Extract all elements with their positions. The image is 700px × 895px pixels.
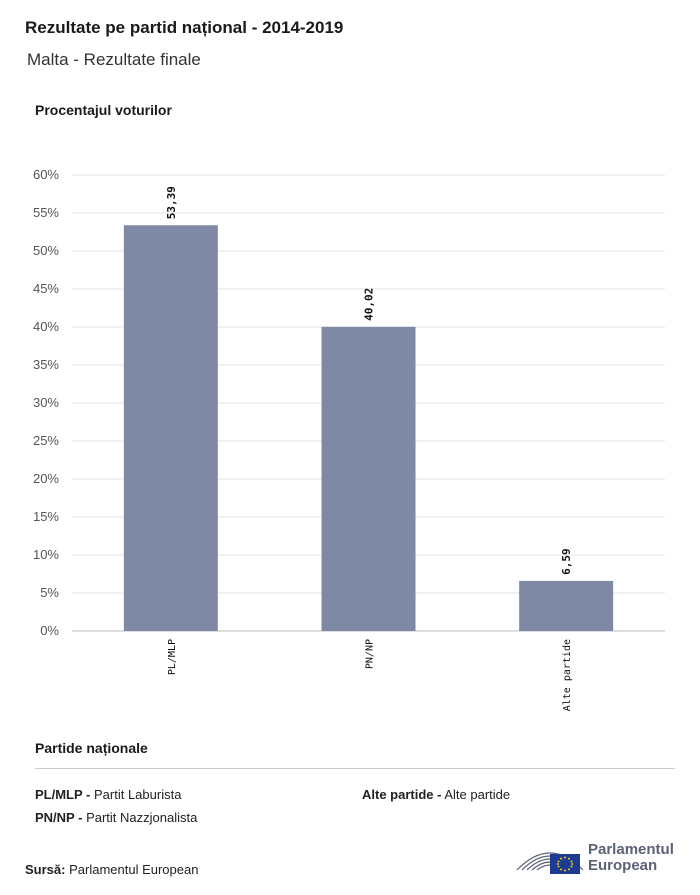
y-axis-label: Procentajul voturilor [35, 102, 172, 118]
page-title: Rezultate pe partid național - 2014-2019 [25, 18, 344, 37]
bar [321, 326, 416, 631]
legend-name: Partit Nazzjonalista [86, 810, 198, 825]
source-value: Parlamentul European [69, 862, 199, 877]
legend-divider [35, 768, 675, 769]
legend-title: Partide naționale [35, 740, 148, 756]
bar-chart: 0% 5% 10% 15% 20% 25% 30% 35% 40% 45% 50% 55% 60% 53,… [33, 167, 665, 711]
x-tick-label: Alte partide [562, 639, 573, 711]
y-tick-label: 20% [33, 471, 59, 486]
bar [123, 225, 218, 631]
y-tick-label: 60% [33, 167, 59, 182]
ep-logo-line2: European [588, 857, 658, 874]
source-label: Sursă: [25, 862, 66, 877]
y-tick-label: 50% [33, 243, 59, 258]
source-note: Sursă: Parlamentul European [25, 862, 198, 877]
ep-logo-line1: Parlamentul [588, 841, 674, 858]
y-tick-label: 55% [33, 205, 59, 220]
y-tick-label: 40% [33, 319, 59, 334]
data-label: 6,59 [560, 548, 573, 575]
legend-item-pl-mlp: PL/MLP - Partit Laburista [35, 787, 181, 802]
y-tick-label: 5% [40, 585, 59, 600]
legend-code: Alte partide - [362, 787, 442, 802]
page-subtitle: Malta - Rezultate finale [27, 50, 201, 69]
y-tick-label: 45% [33, 281, 59, 296]
x-tick-label: PN/NP [365, 639, 376, 669]
european-parliament-logo-icon [516, 852, 584, 874]
legend-code: PN/NP - [35, 810, 83, 825]
legend-name: Alte partide [444, 787, 511, 802]
y-tick-label: 10% [33, 547, 59, 562]
legend-code: PL/MLP - [35, 787, 91, 802]
data-label: 53,39 [165, 186, 178, 219]
x-tick-label: PL/MLP [167, 639, 178, 675]
y-tick-label: 25% [33, 433, 59, 448]
y-tick-label: 35% [33, 357, 59, 372]
y-tick-label: 0% [40, 623, 59, 638]
bar [519, 580, 614, 631]
legend-item-alte-partide: Alte partide - Alte partide [362, 787, 510, 802]
y-tick-label: 30% [33, 395, 59, 410]
data-label: 40,02 [363, 288, 376, 321]
legend-name: Partit Laburista [94, 787, 182, 802]
y-tick-label: 15% [33, 509, 59, 524]
ep-logo-text: Parlamentul European [588, 842, 674, 874]
legend-item-pn-np: PN/NP - Partit Nazzjonalista [35, 810, 197, 825]
